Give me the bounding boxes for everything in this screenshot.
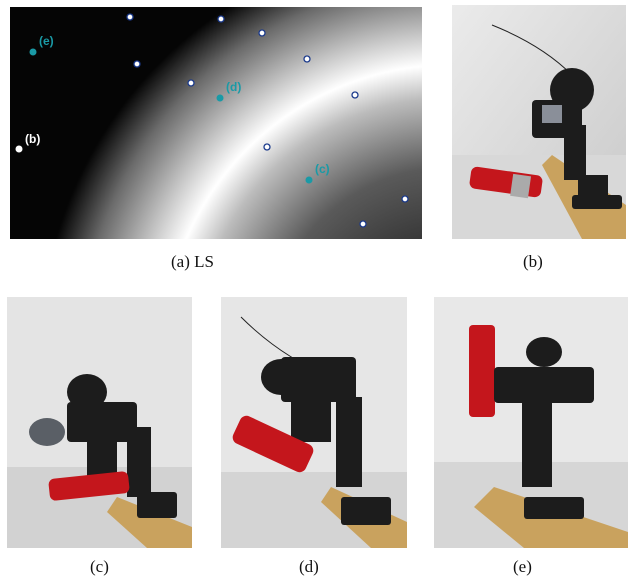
robot-photo-c bbox=[7, 297, 192, 548]
hollow-point bbox=[133, 60, 141, 68]
hollow-point bbox=[217, 15, 225, 23]
hollow-point bbox=[258, 29, 266, 37]
robot-photo-b bbox=[452, 5, 626, 239]
photo-e bbox=[434, 297, 628, 548]
point-d bbox=[216, 94, 224, 102]
ls-heatmap-panel: (e) (b) (d) (c) bbox=[10, 7, 422, 239]
heatmap-background bbox=[10, 7, 422, 239]
caption-d: (d) bbox=[299, 557, 319, 576]
caption-e: (e) bbox=[513, 557, 532, 576]
robot-photo-d bbox=[221, 297, 407, 548]
robot-photo-e bbox=[434, 297, 628, 548]
ls-heatmap: (e) (b) (d) (c) bbox=[10, 7, 422, 239]
hollow-point bbox=[351, 91, 359, 99]
point-c-label: (c) bbox=[315, 162, 330, 176]
hollow-point bbox=[359, 220, 367, 228]
point-e-label: (e) bbox=[39, 34, 54, 48]
photo-d bbox=[221, 297, 407, 548]
hollow-point bbox=[187, 79, 195, 87]
caption-a: (a) LS bbox=[171, 252, 214, 271]
photo-c bbox=[7, 297, 192, 548]
hollow-point bbox=[126, 13, 134, 21]
point-c bbox=[305, 176, 313, 184]
point-b bbox=[15, 145, 23, 153]
point-d-label: (d) bbox=[226, 80, 241, 94]
caption-b: (b) bbox=[523, 252, 543, 271]
point-e bbox=[29, 48, 37, 56]
point-b-label: (b) bbox=[25, 132, 40, 146]
caption-c: (c) bbox=[90, 557, 109, 576]
hollow-points bbox=[126, 13, 409, 228]
photo-b bbox=[452, 5, 626, 239]
hollow-point bbox=[401, 195, 409, 203]
hollow-point bbox=[303, 55, 311, 63]
hollow-point bbox=[263, 143, 271, 151]
